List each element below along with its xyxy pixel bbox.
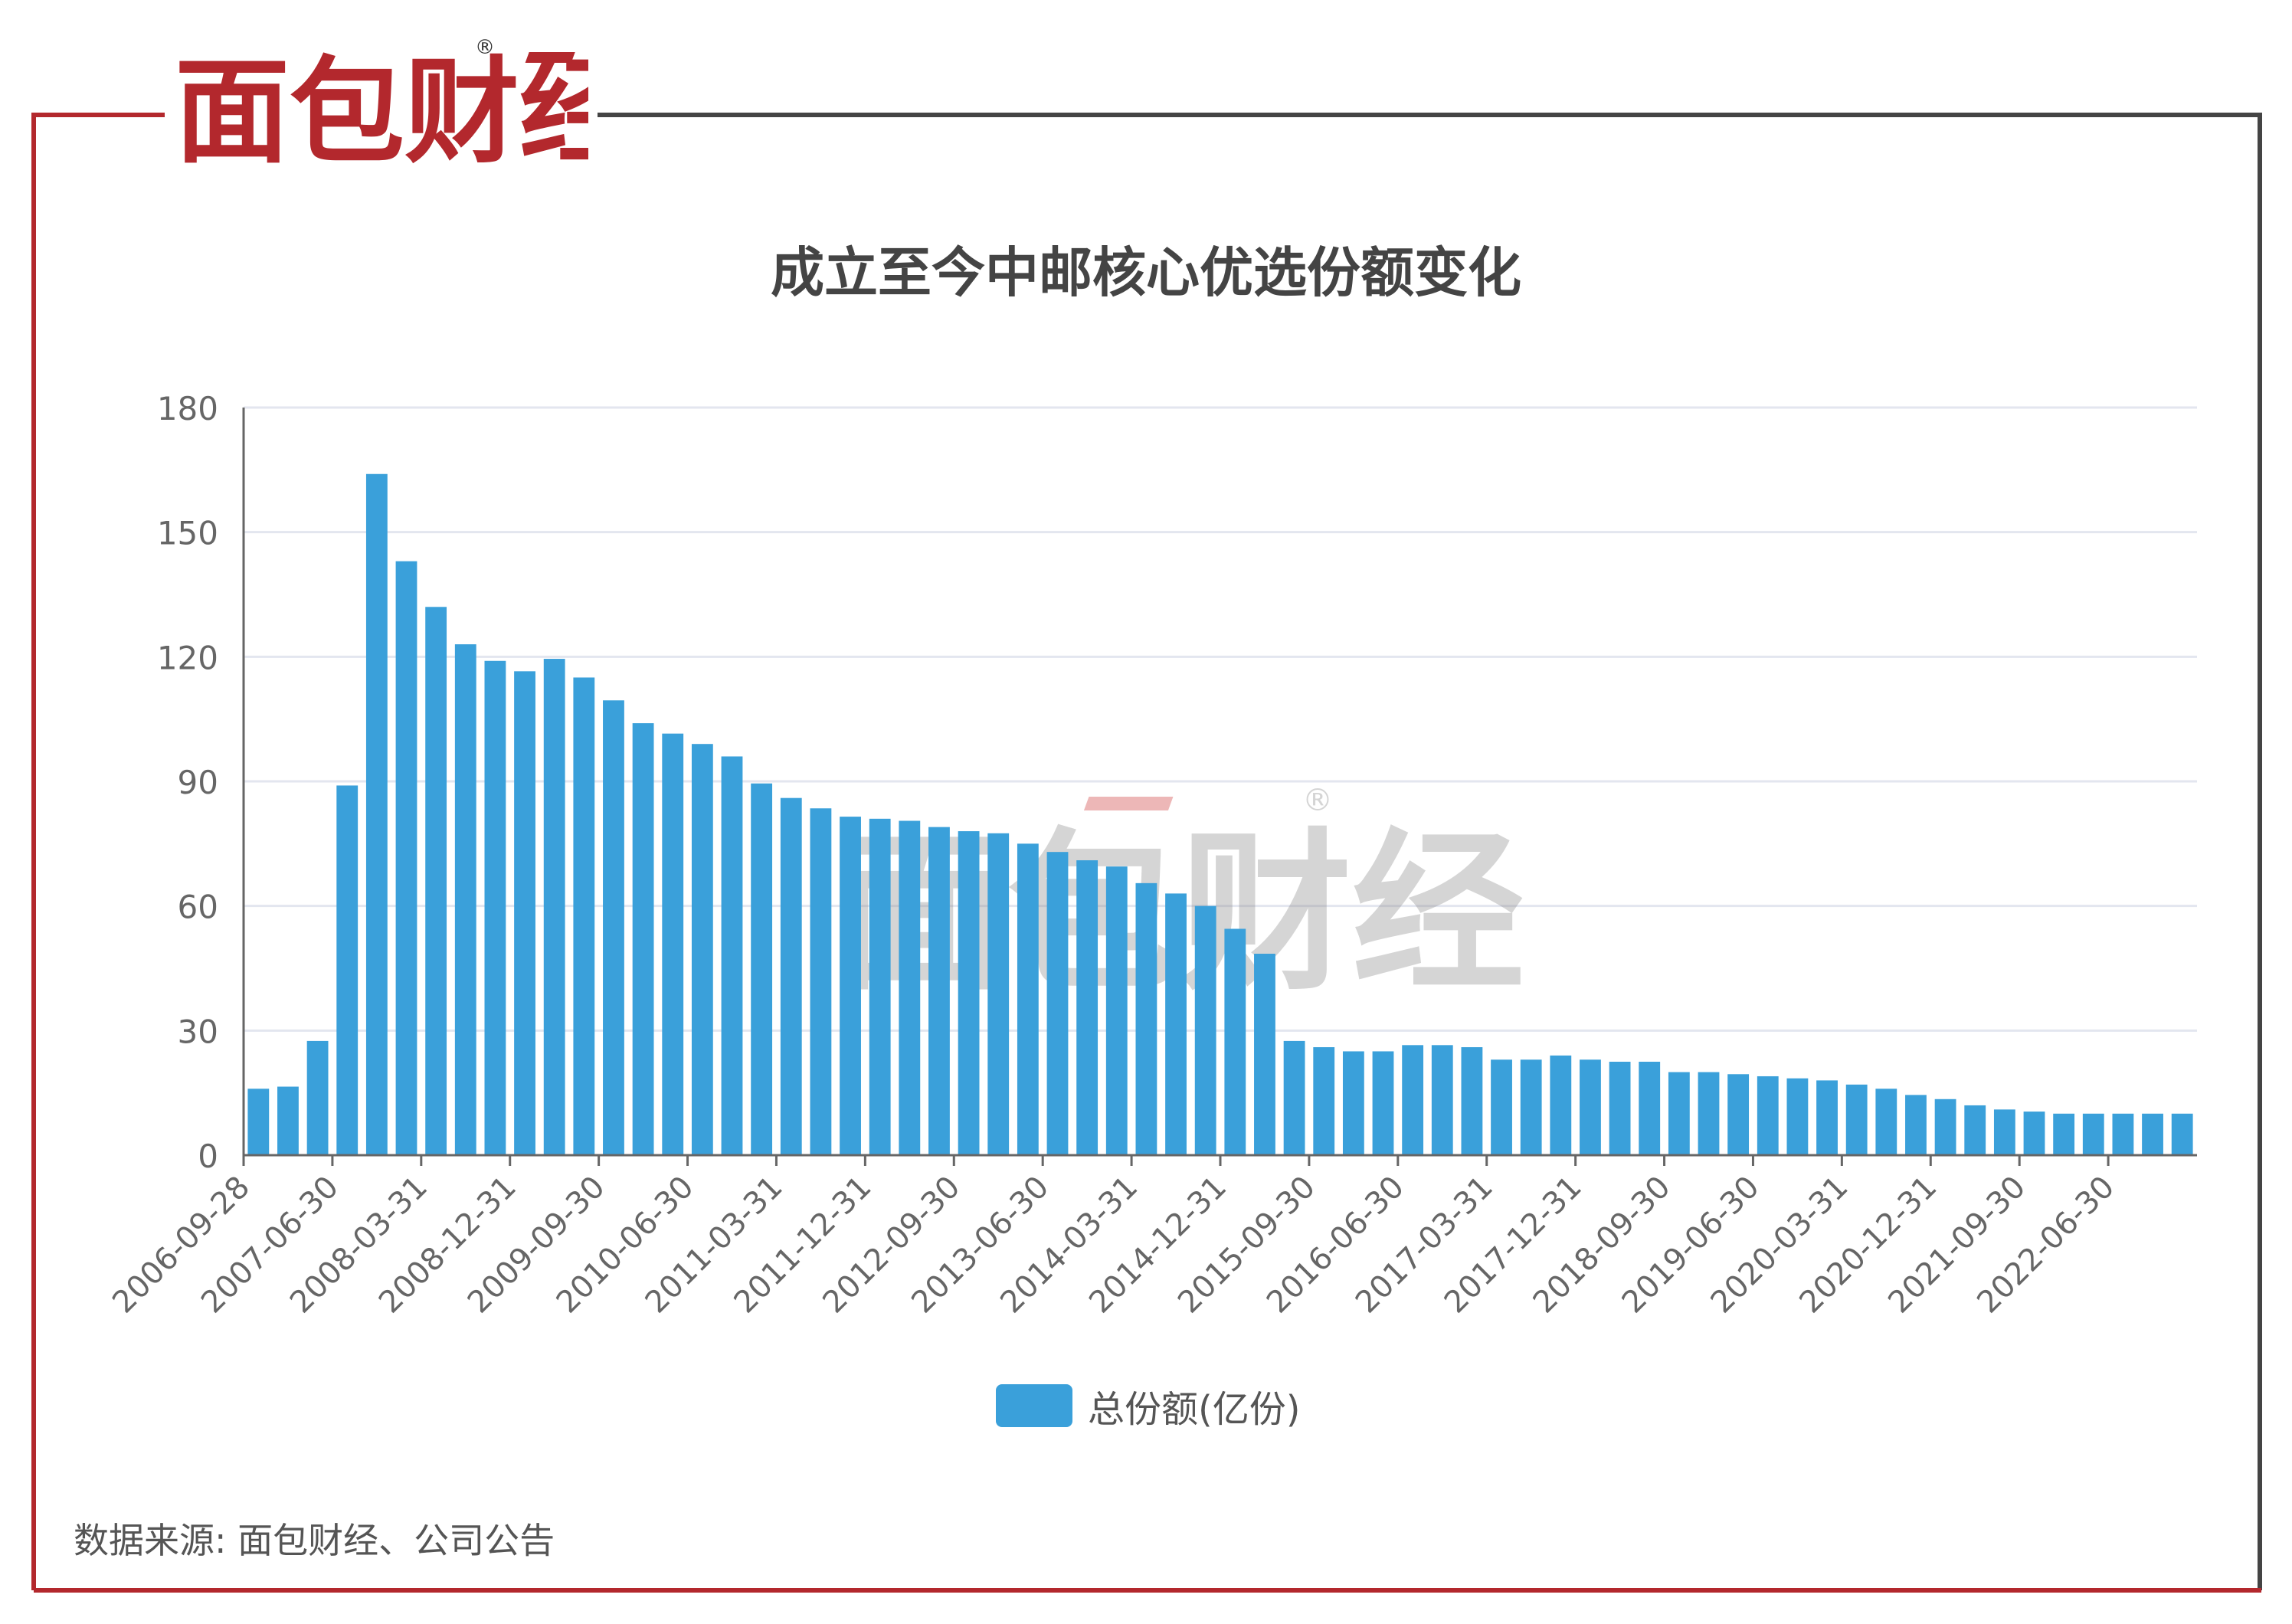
chart-bars (247, 473, 2193, 1155)
chart-legend[interactable]: 总份额(亿份) (996, 1379, 1300, 1432)
bar (691, 744, 713, 1155)
bar (1668, 1072, 1690, 1155)
bar (1224, 928, 1246, 1155)
bar (751, 783, 773, 1155)
bar (1786, 1078, 1809, 1155)
bar (484, 660, 506, 1155)
bar (1283, 1040, 1305, 1155)
y-tick-label: 60 (178, 889, 218, 926)
bar (603, 700, 624, 1155)
bar (543, 659, 565, 1155)
bar (2112, 1113, 2134, 1155)
legend-label: 总份额(亿份) (1088, 1388, 1301, 1431)
bar (2053, 1113, 2075, 1155)
bar (454, 644, 476, 1155)
watermark-registered-mark: ® (1302, 783, 1333, 818)
bar (1727, 1074, 1750, 1155)
bar (365, 473, 388, 1155)
x-axis-ticks: 2006-09-282007-06-302008-03-312008-12-31… (106, 1155, 2121, 1320)
bar (1875, 1089, 1897, 1155)
bar (662, 733, 684, 1155)
bar (2082, 1113, 2104, 1155)
bar (1993, 1109, 2015, 1155)
bar (869, 818, 891, 1155)
bar (1491, 1059, 1512, 1155)
bar (1580, 1059, 1601, 1155)
bar (1076, 860, 1099, 1155)
bar (1934, 1098, 1956, 1155)
bar (810, 808, 832, 1155)
bar (573, 677, 595, 1155)
data-source-note: 数据来源: 面包财经、公司公告 (74, 1520, 555, 1561)
bar (1135, 882, 1157, 1155)
watermark-accent (1083, 797, 1174, 810)
bar (395, 561, 417, 1155)
bar (780, 797, 802, 1155)
brand-logo: 面包财经 ® (175, 37, 588, 175)
bar (2142, 1113, 2163, 1155)
bar (1342, 1051, 1364, 1155)
y-tick-label: 120 (157, 639, 218, 676)
bar (1461, 1047, 1483, 1155)
bar (1046, 852, 1069, 1155)
bar (1639, 1062, 1661, 1155)
bar (987, 833, 1010, 1155)
bar (1431, 1045, 1453, 1155)
bar (277, 1086, 299, 1155)
y-tick-label: 0 (198, 1138, 218, 1175)
bar (1816, 1080, 1838, 1155)
bar (928, 827, 950, 1155)
bar (2023, 1112, 2045, 1155)
bar (306, 1040, 329, 1155)
bar (247, 1089, 270, 1155)
bar (1313, 1047, 1335, 1155)
logo-text-red: 面包财经 (175, 46, 588, 175)
bar (1698, 1072, 1720, 1155)
logo-accent (525, 52, 575, 63)
bar (1845, 1084, 1868, 1155)
bar (2171, 1113, 2193, 1155)
bar (1609, 1062, 1631, 1155)
bar (632, 723, 654, 1155)
chart-title: 成立至今中邮核心优选份额变化 (771, 241, 1521, 304)
bar (1520, 1059, 1542, 1155)
y-tick-label: 30 (178, 1013, 218, 1050)
legend-swatch (996, 1384, 1072, 1427)
bar (1017, 843, 1039, 1155)
bar (1105, 866, 1128, 1155)
bar (1372, 1051, 1394, 1155)
y-axis-ticks: 0 30 60 90 120 150 180 (157, 390, 218, 1175)
bar (1550, 1055, 1572, 1155)
bar (514, 671, 535, 1155)
bar (1402, 1045, 1424, 1155)
bar (840, 817, 861, 1155)
bar (721, 756, 743, 1155)
y-tick-label: 150 (157, 515, 218, 552)
y-tick-label: 90 (178, 764, 218, 801)
bar (1905, 1095, 1927, 1155)
bar (1254, 954, 1275, 1155)
bar (1165, 893, 1187, 1155)
bar (336, 785, 359, 1155)
bar (1194, 905, 1216, 1155)
bar (425, 607, 447, 1155)
bar (899, 820, 921, 1155)
logo-registered-mark: ® (475, 37, 495, 59)
bar (958, 831, 980, 1155)
chart-gridlines (244, 406, 2197, 1032)
bar (1757, 1076, 1779, 1155)
bar (1964, 1105, 1986, 1155)
y-tick-label: 180 (157, 390, 218, 427)
